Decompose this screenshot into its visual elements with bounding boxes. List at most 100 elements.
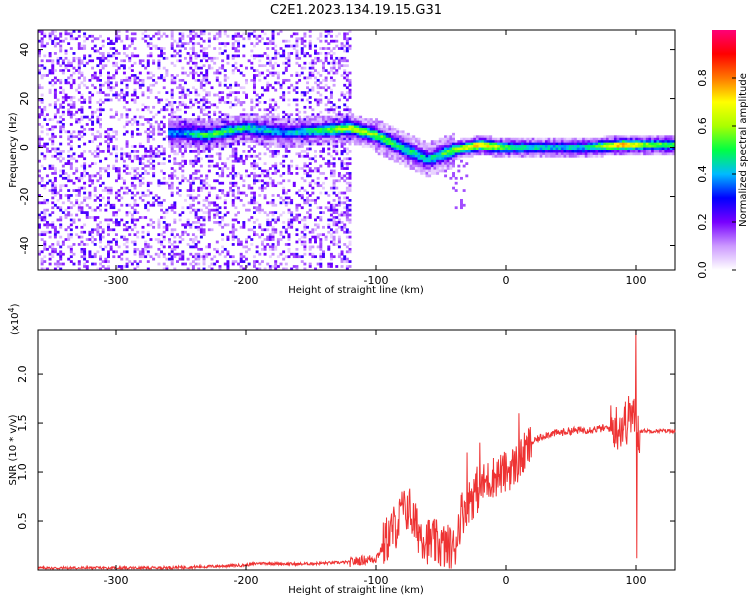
spectrogram-cell <box>340 93 344 97</box>
spectrogram-cell <box>335 120 339 124</box>
spectrogram-cell <box>438 140 442 143</box>
spectrogram-cell <box>276 105 280 109</box>
spectrogram-cell <box>40 179 44 183</box>
spectrogram-cell <box>343 201 347 205</box>
spectrogram-cell <box>348 37 352 41</box>
spectrogram-cell <box>197 135 201 139</box>
spectrogram-cell <box>252 130 256 134</box>
spectrogram-cell <box>255 103 259 107</box>
spectrogram-cell <box>327 225 331 229</box>
spectrogram-cell <box>266 123 270 126</box>
spectrogram-cell <box>191 74 195 77</box>
spectrogram-cell <box>149 145 153 148</box>
spectrogram-cell <box>141 145 145 148</box>
spectrogram-cell <box>266 142 270 146</box>
spectrogram-cell <box>38 223 41 227</box>
spectrogram-cell <box>75 118 79 121</box>
spectrogram-cell <box>133 32 137 36</box>
spectrogram-cell <box>96 250 100 254</box>
spectrogram-cell <box>59 257 63 261</box>
spectrogram-cell <box>72 135 76 139</box>
spectrogram-cell <box>221 189 225 192</box>
spectrogram-cell <box>207 245 211 249</box>
spectrogram-cell <box>322 47 325 50</box>
spectrogram-cell <box>252 113 256 117</box>
spectrogram-cell <box>306 125 310 129</box>
spectrogram-cell <box>136 123 140 126</box>
spectrogram-cell <box>231 47 235 50</box>
spectrogram-cell <box>67 103 71 107</box>
spectrogram-cell <box>481 135 485 139</box>
spectrogram-cell <box>83 47 87 50</box>
spectrogram-cell <box>239 135 243 139</box>
spectrogram-cell <box>345 228 349 232</box>
spectrogram-cell <box>311 235 315 239</box>
spectrogram-cell <box>274 172 278 175</box>
spectrogram-cell <box>345 216 349 219</box>
spectrogram-cell <box>322 132 325 136</box>
spectrogram-cell <box>170 191 174 195</box>
spectrogram-cell <box>319 252 323 256</box>
spectrogram-cell <box>322 252 325 256</box>
spectrogram-cell <box>383 127 386 131</box>
spectrogram-cell <box>202 123 206 126</box>
spectrogram-cell <box>199 37 203 41</box>
spectrogram-cell <box>61 69 65 72</box>
spectrogram-cell <box>215 164 219 168</box>
spectrogram-cell <box>460 150 463 153</box>
spectrogram-cell <box>337 113 341 117</box>
spectrogram-cell <box>353 135 357 139</box>
spectrogram-cell <box>420 140 424 143</box>
spectrogram-cell <box>194 66 198 70</box>
spectrogram-cell <box>221 216 225 219</box>
spectrogram-cell <box>348 30 352 33</box>
spectrogram-cell <box>231 230 235 234</box>
spectrogram-cell <box>53 34 57 38</box>
spectrogram-cell <box>319 39 323 43</box>
spectrogram-cell <box>258 123 262 126</box>
spectrogram-cell <box>138 196 142 200</box>
spectrogram-cell <box>207 91 211 94</box>
spectrogram-cell <box>194 91 198 94</box>
spectrogram-cell <box>234 96 238 99</box>
spectrogram-cell <box>332 157 336 161</box>
spectrogram-cell <box>345 115 349 119</box>
spectrogram-cell <box>112 206 116 210</box>
spectrogram-cell <box>279 238 283 241</box>
spectrogram-cell <box>242 130 246 134</box>
spectrogram-cell <box>107 250 110 254</box>
spectrogram-cell <box>409 145 413 148</box>
spectrogram-cell <box>168 245 171 249</box>
spectrogram-cell <box>391 125 394 129</box>
spectrogram-cell <box>61 184 65 188</box>
spectrogram-cell <box>234 218 238 222</box>
spectrogram-cell <box>205 101 209 104</box>
spectrogram-cell <box>255 267 259 271</box>
spectrogram-cell <box>40 101 44 104</box>
spectrogram-cell <box>40 130 44 134</box>
spectrogram-cell <box>303 91 307 94</box>
spectrogram-cell <box>274 115 278 119</box>
spectrogram-cell <box>345 123 349 126</box>
spectrogram-cell <box>213 201 217 205</box>
spectrogram-cell <box>168 223 171 227</box>
spectrogram-cell <box>146 135 150 139</box>
spectrogram-cell <box>80 101 84 104</box>
spectrogram-cell <box>329 233 333 237</box>
spectrogram-cell <box>247 135 251 139</box>
spectrogram-cell <box>467 137 471 141</box>
spectrogram-cell <box>59 47 63 50</box>
spectrogram-cell <box>441 162 445 165</box>
spectrogram-cell <box>337 218 341 222</box>
spectrogram-cell <box>446 150 450 153</box>
spectrogram-cell <box>53 37 57 41</box>
spectrogram-cell <box>449 142 453 146</box>
spectrogram-cell <box>242 255 246 259</box>
spectrogram-cell <box>199 174 203 178</box>
spectrogram-cell <box>38 86 41 90</box>
spectrogram-cell <box>128 56 132 60</box>
spectrogram-cell <box>61 88 65 92</box>
spectrogram-cell <box>191 61 195 65</box>
spectrogram-cell <box>274 132 278 136</box>
spectrogram-cell <box>348 110 352 114</box>
